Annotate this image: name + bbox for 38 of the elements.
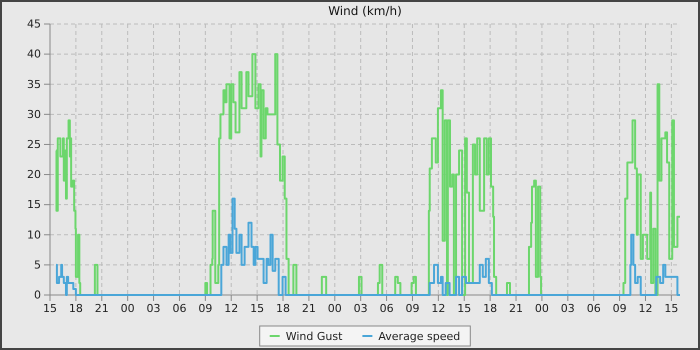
x-tick-label: 21	[94, 302, 109, 315]
y-tick-label: 15	[27, 198, 41, 212]
x-tick-label: 15	[457, 302, 472, 315]
y-tick-label: 10	[27, 228, 41, 242]
legend-label: Average speed	[378, 330, 460, 343]
x-tick-label: 09	[405, 302, 420, 315]
y-tick-label: 40	[27, 48, 41, 61]
x-tick-label: 12	[224, 302, 238, 315]
y-tick-label: 45	[27, 18, 41, 31]
x-tick-label: 06	[586, 302, 601, 315]
x-tick-label: 03	[560, 302, 575, 315]
x-tick-label: 00	[120, 302, 135, 315]
y-tick-label: 35	[27, 78, 41, 91]
x-tick-label: 15	[43, 302, 57, 315]
y-tick-label: 30	[27, 108, 41, 121]
x-tick-label: 12	[638, 302, 652, 315]
x-tick-label: 18	[483, 302, 498, 315]
x-tick-label: 09	[198, 302, 212, 315]
x-tick-label: 06	[172, 302, 186, 315]
x-tick-label: 06	[380, 302, 394, 315]
x-tick-label: 00	[328, 302, 342, 315]
x-tick-label: 21	[509, 302, 524, 315]
x-tick-label: 18	[276, 302, 290, 315]
legend-label: Wind Gust	[286, 330, 344, 343]
x-tick-label: 15	[250, 302, 264, 315]
y-tick-label: 5	[34, 258, 41, 272]
x-tick-label: 18	[68, 302, 83, 315]
y-tick-label: 20	[27, 168, 41, 182]
x-tick-label: 09	[612, 302, 627, 315]
chart-title: Wind (km/h)	[328, 4, 402, 18]
x-tick-label: 03	[146, 302, 161, 315]
x-tick-label: 03	[354, 302, 368, 315]
x-tick-label: 15	[664, 302, 678, 315]
x-tick-label: 12	[431, 302, 446, 315]
x-tick-label: 00	[534, 302, 549, 315]
y-tick-label: 25	[27, 138, 41, 151]
x-tick-label: 21	[302, 302, 316, 315]
y-tick-label: 0	[34, 288, 41, 302]
